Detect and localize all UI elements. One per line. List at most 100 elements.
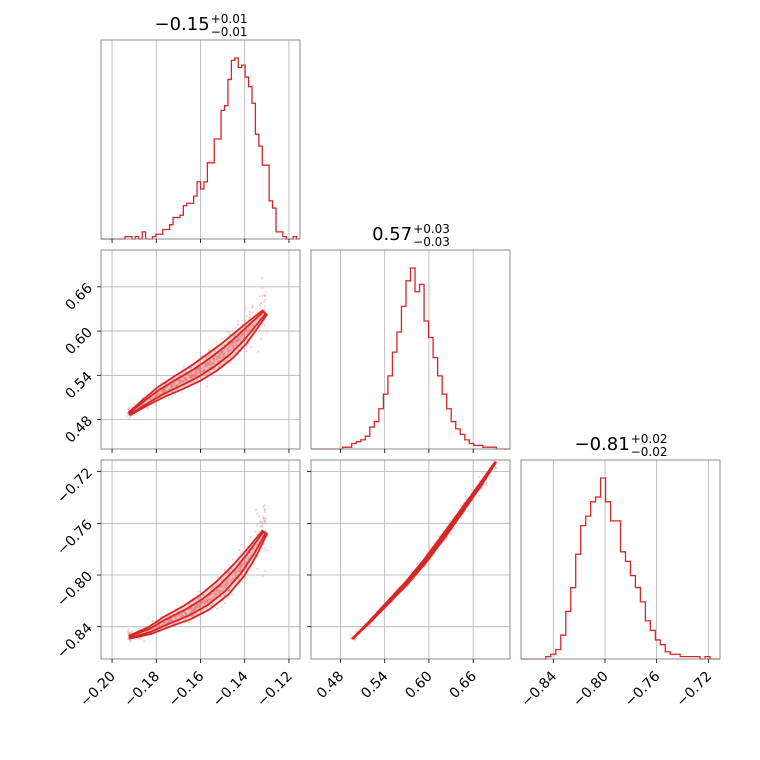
sample-point [217,352,221,355]
sample-point [260,301,263,304]
sample-point [257,350,260,353]
sample-point [127,417,130,420]
sample-point [163,387,166,390]
sample-point [247,557,250,561]
sample-point [265,330,268,333]
sample-point [248,310,251,314]
sample-point [244,319,247,322]
sample-point [246,344,249,347]
sample-point [202,365,205,368]
sample-point [256,311,259,314]
sample-point [237,323,240,326]
tick-label-y: 0.60 [62,325,95,358]
sample-point [240,564,243,567]
sample-point [259,303,262,307]
sample-point [263,508,266,511]
sample-point [195,371,198,374]
sample-point [195,613,198,616]
histogram-p3 [521,477,720,660]
sample-point [129,415,132,418]
sample-point [173,382,177,385]
sample-point [223,582,226,585]
sample-point [224,585,227,588]
contour-outer [128,529,269,640]
tick-label-x: −0.14 [210,668,252,710]
sample-point [133,402,136,406]
sample-point [207,348,210,351]
panel-title-p3: −0.81 [575,434,630,455]
sample-point [223,352,227,355]
sample-point [264,517,267,520]
sample-point [216,590,219,593]
sample-point [206,373,209,376]
sample-point [485,483,488,486]
sample-point [230,593,234,596]
sample-point [223,569,226,572]
sample-point [478,476,481,479]
tick-label-x: −0.20 [77,669,119,711]
sample-point [185,377,188,380]
sample-point [200,596,203,599]
sample-point [211,586,214,589]
contour-inner-fill [129,311,266,415]
sample-point [174,393,177,396]
tick-label-y: −0.72 [54,465,96,507]
sample-point [263,308,266,311]
sample-point [261,522,264,526]
sample-point [263,324,266,327]
sample-point [151,620,154,623]
sample-point [264,298,267,301]
sample-point [485,481,488,484]
sample-point [264,291,267,294]
sample-point [244,349,248,352]
sample-point [177,383,180,386]
tick-label-x: −0.16 [166,668,208,710]
sample-point [197,361,200,364]
sample-point [241,543,244,546]
sample-point [228,589,231,592]
sample-point [194,606,197,609]
tick-label-y: −0.84 [54,620,96,662]
sample-point [223,602,227,605]
sample-point [162,390,165,393]
sample-point [261,525,264,528]
sample-point [247,328,250,331]
sample-point [262,517,265,520]
sample-point [223,355,226,358]
sample-point [235,343,238,346]
sample-point [204,363,207,366]
sample-point [208,598,212,601]
sample-point [220,605,223,609]
sample-point [126,631,129,634]
sample-point [226,582,229,586]
sample-point [185,613,188,616]
sample-point [264,294,267,297]
sample-point [235,571,238,574]
tick-label-y: −0.80 [54,569,96,611]
tick-label-y: −0.76 [54,517,96,559]
title-plus: +0.03 [413,222,450,236]
sample-point [255,524,258,527]
sample-point [182,365,186,368]
contour-inner [128,310,267,416]
sample-point [181,615,184,618]
sample-point [173,384,176,387]
sample-point [234,340,237,343]
title-plus: +0.02 [631,432,668,446]
tick-label-y: 0.66 [62,280,95,313]
sample-point [209,361,212,364]
sample-point [192,374,195,377]
contour-outer-fill [129,530,267,639]
sample-point [202,594,205,597]
sample-point [177,374,180,378]
sample-point [199,370,202,373]
sample-point [244,560,247,564]
tick-label-y: 0.54 [62,369,95,402]
title-median: −0.81 [575,434,630,455]
sample-point [203,599,206,603]
sample-point [490,458,492,460]
sample-point [192,380,195,383]
contour-outer [127,309,268,417]
title-minus: −0.01 [211,25,248,39]
sample-point [237,569,240,572]
